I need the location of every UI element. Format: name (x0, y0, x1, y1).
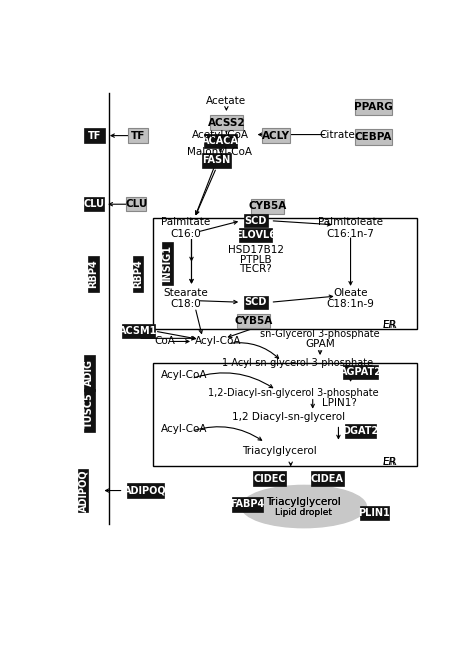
Text: RBP4: RBP4 (89, 259, 99, 288)
Text: ER: ER (383, 320, 397, 330)
Text: DGAT2: DGAT2 (342, 426, 379, 436)
Text: CYB5A: CYB5A (249, 201, 287, 211)
FancyBboxPatch shape (311, 472, 344, 486)
Text: SCD: SCD (245, 297, 267, 308)
Text: Acyl-CoA: Acyl-CoA (195, 336, 241, 346)
FancyBboxPatch shape (244, 295, 268, 309)
Text: sn-Glycerol 3-phosphate: sn-Glycerol 3-phosphate (260, 329, 380, 339)
FancyBboxPatch shape (237, 314, 271, 328)
Text: TF: TF (88, 131, 101, 141)
Ellipse shape (241, 485, 366, 528)
FancyBboxPatch shape (126, 197, 146, 212)
Text: 1,2-Diacyl-sn-glycerol 3-phosphate: 1,2-Diacyl-sn-glycerol 3-phosphate (208, 387, 379, 397)
FancyBboxPatch shape (244, 214, 268, 227)
Text: FASN: FASN (202, 155, 230, 165)
Text: TF: TF (131, 131, 146, 141)
Text: LPIN1?: LPIN1? (322, 398, 356, 408)
FancyBboxPatch shape (122, 324, 155, 338)
Text: Acyl-CoA: Acyl-CoA (161, 371, 208, 381)
FancyBboxPatch shape (210, 115, 243, 131)
FancyBboxPatch shape (127, 483, 164, 498)
Text: ADIPOQ: ADIPOQ (124, 486, 167, 496)
Text: ELOVL6: ELOVL6 (235, 230, 276, 240)
Text: ER: ER (383, 457, 397, 467)
FancyBboxPatch shape (88, 256, 99, 292)
FancyBboxPatch shape (204, 134, 237, 149)
Text: ACSM1: ACSM1 (119, 326, 157, 336)
Text: Triacylglycerol: Triacylglycerol (266, 497, 341, 507)
Text: SCD: SCD (245, 216, 267, 226)
Text: TECR?: TECR? (239, 264, 272, 274)
FancyBboxPatch shape (202, 153, 231, 168)
FancyBboxPatch shape (343, 364, 378, 379)
Text: INSIG1: INSIG1 (163, 245, 173, 282)
Text: Malonyl-CoA: Malonyl-CoA (187, 147, 252, 157)
FancyBboxPatch shape (163, 242, 173, 285)
Text: ER: ER (383, 320, 397, 330)
FancyBboxPatch shape (262, 129, 290, 143)
Text: Acetate: Acetate (206, 96, 246, 106)
Text: Acetyl-CoA: Acetyl-CoA (192, 129, 249, 139)
Text: Triacylglycerol: Triacylglycerol (266, 497, 341, 507)
FancyBboxPatch shape (355, 129, 392, 145)
Text: Lipid droplet: Lipid droplet (275, 508, 332, 517)
Text: CIDEA: CIDEA (311, 474, 344, 484)
FancyBboxPatch shape (84, 355, 94, 391)
Text: AGPAT2: AGPAT2 (339, 367, 382, 377)
Text: CIDEC: CIDEC (254, 474, 286, 484)
Text: Triacylglycerol: Triacylglycerol (242, 446, 317, 456)
FancyBboxPatch shape (128, 129, 148, 143)
Text: CLU: CLU (83, 199, 105, 209)
Text: HSD17B12: HSD17B12 (228, 245, 284, 255)
Text: ACSS2: ACSS2 (208, 118, 245, 128)
Text: CoA: CoA (155, 336, 175, 346)
FancyBboxPatch shape (253, 472, 286, 486)
Text: Stearate
C18:0: Stearate C18:0 (164, 288, 209, 310)
Text: Lipid droplet: Lipid droplet (275, 508, 332, 517)
Text: FABP4: FABP4 (230, 499, 264, 509)
FancyBboxPatch shape (355, 99, 392, 115)
Text: 1-Acyl-sn-glycerol 3-phosphate: 1-Acyl-sn-glycerol 3-phosphate (222, 358, 374, 368)
Text: RBP4: RBP4 (133, 259, 143, 288)
FancyBboxPatch shape (84, 197, 104, 212)
FancyBboxPatch shape (78, 470, 88, 512)
FancyBboxPatch shape (133, 256, 143, 292)
Text: GPAM: GPAM (305, 338, 335, 348)
Text: ADIPOQ: ADIPOQ (78, 469, 88, 512)
FancyBboxPatch shape (251, 199, 284, 214)
FancyBboxPatch shape (345, 424, 376, 438)
FancyBboxPatch shape (84, 389, 94, 431)
Text: TUSC5: TUSC5 (84, 393, 94, 428)
Text: CEBPA: CEBPA (355, 132, 392, 142)
Text: ER: ER (383, 457, 397, 467)
Text: CLU: CLU (125, 199, 147, 209)
Text: ACACA: ACACA (202, 136, 239, 146)
Text: 1,2 Diacyl-sn-glycerol: 1,2 Diacyl-sn-glycerol (232, 412, 346, 422)
Text: PTPLB: PTPLB (240, 255, 272, 265)
FancyBboxPatch shape (239, 228, 272, 242)
Text: ADIG: ADIG (84, 359, 94, 387)
Text: PLIN1: PLIN1 (358, 508, 390, 518)
Text: Acyl-CoA: Acyl-CoA (161, 423, 208, 433)
FancyBboxPatch shape (360, 505, 389, 520)
Text: ACLY: ACLY (262, 131, 290, 141)
Text: Palmitate
C16:0: Palmitate C16:0 (161, 217, 210, 239)
Text: CYB5A: CYB5A (235, 316, 273, 326)
Text: Palmitoleate
C16:1n-7: Palmitoleate C16:1n-7 (318, 217, 383, 239)
FancyBboxPatch shape (232, 497, 263, 512)
Text: Citrate: Citrate (320, 129, 356, 139)
FancyBboxPatch shape (84, 129, 105, 143)
Text: Oleate
C18:1n-9: Oleate C18:1n-9 (327, 288, 374, 310)
Text: PPARG: PPARG (354, 103, 393, 113)
